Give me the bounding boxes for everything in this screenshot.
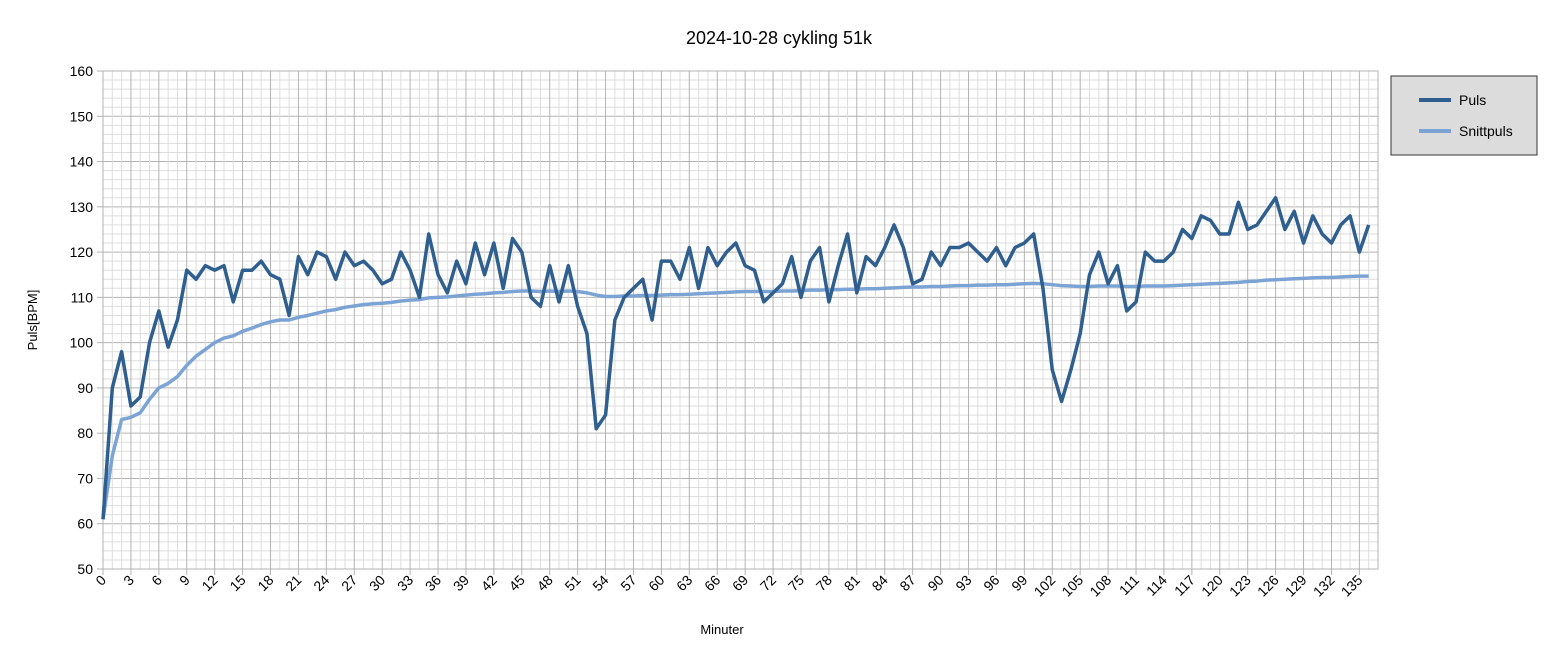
x-tick-label: 78 xyxy=(813,572,835,594)
x-tick-label: 33 xyxy=(394,572,416,594)
x-tick-label: 18 xyxy=(254,572,276,594)
x-tick-label: 51 xyxy=(561,572,583,594)
x-tick-label: 48 xyxy=(534,572,556,594)
x-tick-label: 6 xyxy=(148,572,165,589)
x-tick-label: 105 xyxy=(1058,572,1086,600)
x-tick-label: 108 xyxy=(1086,572,1114,600)
x-tick-label: 114 xyxy=(1143,572,1170,599)
y-tick-label: 160 xyxy=(70,63,94,79)
x-tick-label: 24 xyxy=(310,572,332,594)
x-axis-label: Minuter xyxy=(700,622,744,637)
x-tick-label: 12 xyxy=(198,572,220,594)
x-tick-label: 27 xyxy=(338,572,360,594)
series-line-snittpuls xyxy=(101,274,1369,520)
x-tick-label: 129 xyxy=(1282,572,1310,600)
x-tick-label: 117 xyxy=(1171,572,1198,599)
x-tick-label: 54 xyxy=(589,572,611,594)
y-axis-ticks: 50 60 70 80 90 100 110 120 130 140 150 160 xyxy=(70,63,103,577)
series-lines xyxy=(101,196,1371,520)
legend: Puls Snittpuls xyxy=(1390,75,1538,156)
x-tick-label: 87 xyxy=(896,572,918,594)
series-line-puls xyxy=(101,196,1371,520)
y-tick-label: 50 xyxy=(77,561,93,577)
x-tick-label: 60 xyxy=(645,572,667,594)
x-tick-label: 45 xyxy=(506,572,528,594)
x-axis-ticks: 0 3 6 9 12 15 18 21 24 27 30 33 36 39 42 45 48 51 54 57 60 63… xyxy=(92,569,1366,600)
x-tick-label: 63 xyxy=(673,572,695,594)
x-tick-label: 102 xyxy=(1031,572,1059,600)
x-tick-label: 66 xyxy=(701,572,723,594)
chart-title: 2024-10-28 cykling 51k xyxy=(686,28,873,48)
x-tick-label: 0 xyxy=(92,572,109,589)
x-tick-label: 39 xyxy=(450,572,472,594)
x-tick-label: 132 xyxy=(1310,572,1338,600)
x-tick-label: 90 xyxy=(924,572,946,594)
y-tick-label: 100 xyxy=(70,335,94,351)
x-tick-label: 84 xyxy=(869,572,891,594)
x-tick-label: 93 xyxy=(952,572,974,594)
x-tick-label: 120 xyxy=(1198,572,1226,600)
x-tick-label: 42 xyxy=(478,572,500,594)
x-tick-label: 9 xyxy=(176,572,193,589)
x-tick-label: 135 xyxy=(1338,572,1366,600)
x-tick-label: 30 xyxy=(366,572,388,594)
plot-area-border xyxy=(102,70,1379,570)
y-tick-label: 140 xyxy=(70,154,94,170)
x-tick-label: 75 xyxy=(785,572,807,594)
x-tick-label: 99 xyxy=(1008,572,1030,594)
x-tick-label: 21 xyxy=(282,572,304,594)
x-tick-label: 111 xyxy=(1116,572,1143,599)
y-tick-label: 150 xyxy=(70,108,94,124)
x-tick-label: 15 xyxy=(226,572,248,594)
y-tick-label: 130 xyxy=(70,199,94,215)
y-tick-label: 80 xyxy=(77,425,93,441)
x-tick-label: 126 xyxy=(1254,572,1282,600)
legend-label-puls: Puls xyxy=(1459,92,1486,108)
x-tick-label: 81 xyxy=(841,572,863,594)
x-tick-label: 36 xyxy=(422,572,444,594)
x-tick-label: 123 xyxy=(1226,572,1254,600)
y-tick-label: 70 xyxy=(77,470,93,486)
x-tick-label: 3 xyxy=(120,572,137,589)
y-axis-label: Puls[BPM] xyxy=(25,290,40,351)
y-tick-label: 110 xyxy=(71,289,94,305)
legend-label-snittpuls: Snittpuls xyxy=(1459,123,1513,139)
x-tick-label: 69 xyxy=(729,572,751,594)
y-tick-label: 90 xyxy=(77,380,93,396)
y-tick-label: 60 xyxy=(77,516,93,532)
legend-box xyxy=(1390,75,1538,156)
x-tick-label: 96 xyxy=(980,572,1002,594)
grid xyxy=(102,70,1379,570)
x-tick-label: 57 xyxy=(617,572,639,594)
x-tick-label: 72 xyxy=(757,572,779,594)
y-tick-label: 120 xyxy=(70,244,94,260)
